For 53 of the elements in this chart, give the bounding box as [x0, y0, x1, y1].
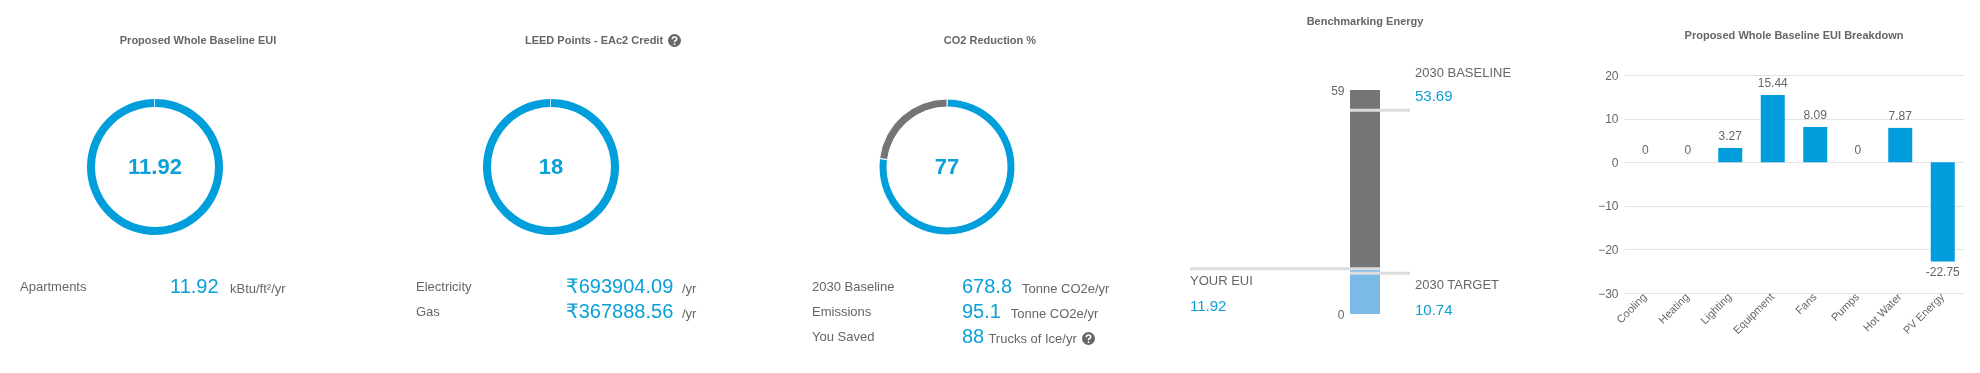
text: Tonne CO2e/yr: [1010, 306, 1099, 321]
ref-line-label: 2030 BASELINE: [1415, 65, 1512, 81]
bar: [1803, 126, 1828, 163]
text: 2030 Baseline: [812, 279, 895, 294]
text: kBtu/ft²/yr: [230, 281, 287, 296]
bar: [1760, 94, 1785, 163]
text: 678.8: [962, 275, 1013, 297]
text: Electricity: [416, 279, 473, 294]
data-label: 15.44: [1757, 75, 1789, 90]
y-tick-label: 0: [1611, 155, 1619, 170]
text: 10.74: [1415, 301, 1453, 319]
text: /yr: [682, 281, 698, 296]
annotation: 11.92: [1190, 296, 1227, 314]
text: 95.1: [962, 300, 1001, 322]
text: ₹367888.56: [566, 300, 674, 322]
donut-slice: [878, 98, 1016, 236]
chart-title: LEED Points - EAc2 Credit: [524, 34, 664, 46]
data-label: 18: [538, 154, 564, 179]
y-tick-label: 20: [1605, 68, 1619, 83]
y-tick-label: −30: [1598, 286, 1619, 301]
bar: [1718, 147, 1743, 163]
data-label: 0: [1684, 143, 1692, 158]
chart-title: Proposed Whole Baseline EUI: [119, 34, 277, 46]
chart-title: Proposed Whole Baseline EUI Breakdown: [1684, 29, 1904, 41]
data-label: 0: [1641, 143, 1649, 158]
y-tick-label: 10: [1605, 112, 1619, 127]
text: 53.69: [1415, 87, 1453, 105]
y-tick-label: −10: [1598, 199, 1619, 214]
text: Gas: [416, 304, 441, 319]
text: Emissions: [812, 304, 872, 319]
data-label: 11.92: [128, 154, 182, 179]
bar: [1888, 127, 1913, 163]
text: 11.92: [170, 275, 219, 297]
chart-title: CO2 Reduction %: [943, 34, 1037, 46]
y-tick-label: 59: [1331, 83, 1345, 98]
ref-line-label: 2030 TARGET: [1415, 277, 1500, 293]
data-label: 7.87: [1888, 108, 1913, 123]
text: Apartments: [20, 279, 87, 294]
y-tick-label: −20: [1598, 242, 1619, 257]
text: ₹693904.09: [566, 275, 674, 297]
text: /yr: [682, 306, 698, 321]
text: 88: [962, 325, 985, 347]
data-label: 3.27: [1718, 128, 1743, 143]
chart-title: Benchmarking Energy: [1306, 15, 1425, 28]
data-label: 77: [934, 154, 960, 179]
ref-line-label: YOUR EUI: [1190, 272, 1253, 288]
bar: [1930, 162, 1955, 262]
data-label: 0: [1854, 143, 1862, 158]
text: Trucks of Ice/yr: [988, 331, 1078, 346]
text: Tonne CO2e/yr: [1022, 281, 1111, 296]
data-label: -22.75: [1925, 265, 1961, 280]
text: You Saved: [812, 329, 875, 344]
data-label: 8.09: [1803, 107, 1828, 122]
